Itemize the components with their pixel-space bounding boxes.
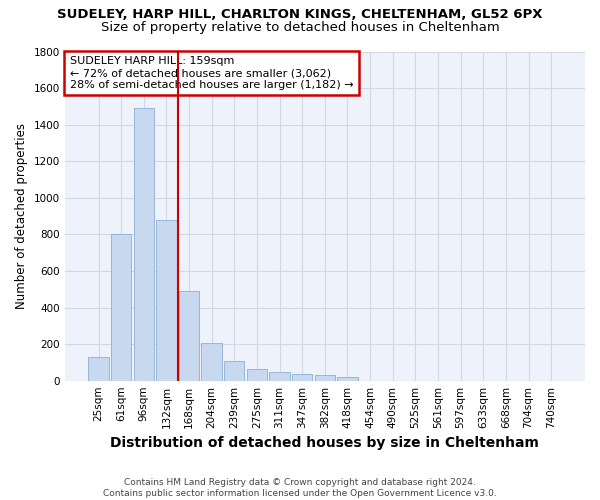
Bar (292, 374, 313, 380)
Text: Size of property relative to detached houses in Cheltenham: Size of property relative to detached ho… (101, 21, 499, 34)
Bar (224, 362, 244, 380)
X-axis label: Distribution of detached houses by size in Cheltenham: Distribution of detached houses by size … (110, 436, 539, 450)
Text: Contains HM Land Registry data © Crown copyright and database right 2024.
Contai: Contains HM Land Registry data © Crown c… (103, 478, 497, 498)
Bar (179, 291, 199, 380)
Bar (202, 343, 222, 380)
Text: SUDELEY, HARP HILL, CHARLTON KINGS, CHELTENHAM, GL52 6PX: SUDELEY, HARP HILL, CHARLTON KINGS, CHEL… (57, 8, 543, 20)
Bar (134, 108, 154, 380)
Bar (247, 369, 267, 380)
Bar (337, 377, 358, 380)
Bar (156, 220, 176, 380)
Bar (88, 357, 109, 380)
Text: SUDELEY HARP HILL: 159sqm
← 72% of detached houses are smaller (3,062)
28% of se: SUDELEY HARP HILL: 159sqm ← 72% of detac… (70, 56, 353, 90)
Bar (111, 234, 131, 380)
Y-axis label: Number of detached properties: Number of detached properties (15, 123, 28, 309)
Bar (269, 372, 290, 380)
Bar (314, 375, 335, 380)
